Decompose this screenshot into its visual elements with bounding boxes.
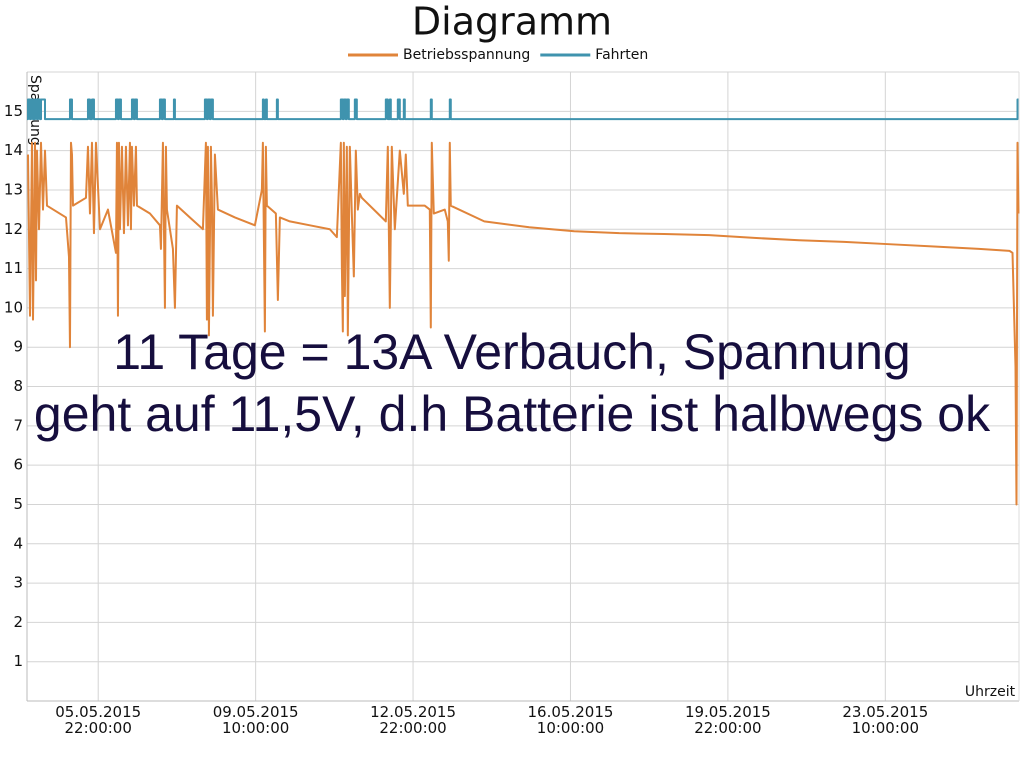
annotation: geht auf 11,5V, d.h Batterie ist halbweg… (34, 386, 991, 442)
annotation: 11 Tage = 13A Verbauch, Spannung (113, 324, 910, 380)
y-tick-label: 6 (13, 456, 23, 474)
y-tick-label: 10 (4, 298, 23, 316)
y-tick-label: 12 (4, 220, 23, 238)
x-tick-label: 16.05.2015 10:00:00 (528, 703, 614, 737)
y-tick-label: 8 (13, 377, 23, 395)
legend-label: Fahrten (595, 47, 648, 63)
legend-label: Betriebsspannung (403, 47, 530, 63)
x-tick-label: 12.05.2015 22:00:00 (370, 703, 456, 737)
chart-title: Diagramm (412, 0, 612, 44)
line-series (26, 98, 1019, 121)
y-tick-label: 1 (13, 652, 23, 670)
y-tick-label: 11 (4, 259, 23, 277)
x-tick-label: 09.05.2015 10:00:00 (213, 703, 299, 737)
y-tick-label: 5 (13, 495, 23, 513)
y-tick-label: 15 (4, 102, 23, 120)
y-tick-label: 2 (13, 613, 23, 631)
y-tick-label: 14 (4, 141, 23, 159)
x-tick-label: 19.05.2015 22:00:00 (685, 703, 771, 737)
y-tick-label: 3 (13, 574, 23, 592)
legend: Betriebsspannung Fahrten (348, 47, 648, 63)
grid (27, 71, 1019, 701)
y-tick-label: 13 (4, 180, 23, 198)
y-tick-label: 4 (13, 534, 23, 552)
line-series (26, 141, 1020, 506)
y-tick-label: 9 (13, 338, 23, 356)
x-axis-title: Uhrzeit (965, 684, 1016, 700)
x-tick-label: 05.05.2015 22:00:00 (55, 703, 141, 737)
y-tick-label: 7 (13, 416, 23, 434)
x-tick-label: 23.05.2015 10:00:00 (842, 703, 928, 737)
